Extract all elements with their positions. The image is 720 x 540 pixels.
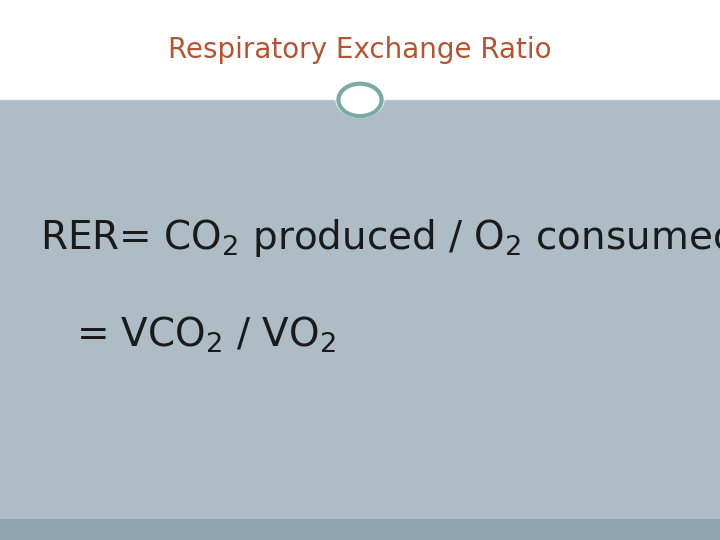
Text: Respiratory Exchange Ratio: Respiratory Exchange Ratio	[168, 36, 552, 64]
Text: = VCO$_2$ / VO$_2$: = VCO$_2$ / VO$_2$	[76, 315, 336, 355]
Bar	[0, 519, 720, 540]
Bar	[0, 100, 720, 519]
Bar	[0, 0, 720, 100]
Text: RER= CO$_2$ produced / O$_2$ consumed: RER= CO$_2$ produced / O$_2$ consumed	[40, 217, 720, 259]
Circle shape	[336, 82, 384, 118]
